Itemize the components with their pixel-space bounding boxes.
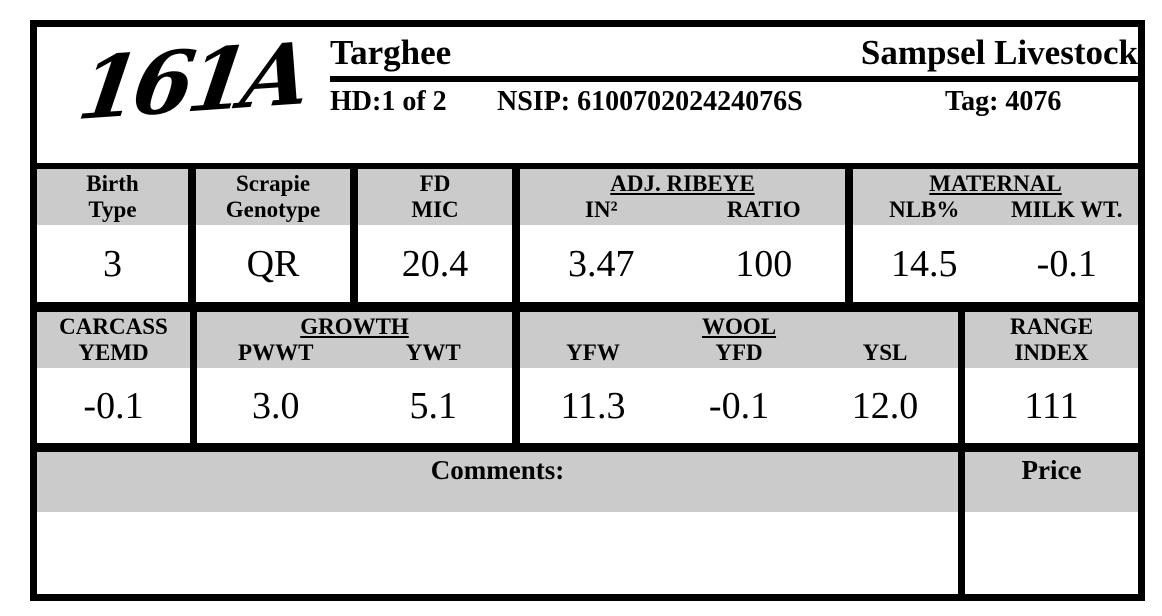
cell-wool: WOOL YFW YFD YSL 11.3 -0.1 12.0 xyxy=(520,312,958,443)
header-right: Targhee Sampsel Livestock HD:1 of 2 NSIP… xyxy=(330,27,1138,128)
wool-ysl-label: YSL xyxy=(862,340,908,365)
animal-id-logo: 161A xyxy=(72,23,312,140)
breed-name: Targhee xyxy=(330,33,452,72)
cell-adj-ribeye: ADJ. RIBEYE IN² RATIO 3.47 100 xyxy=(520,169,845,302)
fd-mic-header: FD MIC xyxy=(358,169,512,225)
cell-price: Price xyxy=(965,452,1138,594)
growth-ywt-label: YWT xyxy=(405,340,461,365)
carcass-label-line1: CARCASS xyxy=(59,314,168,339)
growth-ywt-value: 5.1 xyxy=(409,384,458,427)
range-index-header: RANGE INDEX xyxy=(965,312,1138,368)
range-index-label-line2: INDEX xyxy=(1014,340,1089,365)
header-info-row: HD:1 of 2 NSIP: 610070202424076S Tag: 40… xyxy=(330,86,1138,128)
carcass-yemd-header: CARCASS YEMD xyxy=(37,312,190,368)
adj-ribeye-in2-value: 3.47 xyxy=(568,242,635,285)
carcass-yemd-value: -0.1 xyxy=(83,384,144,427)
birth-type-label-line2: Type xyxy=(88,197,137,222)
maternal-values: 14.5 -0.1 xyxy=(853,225,1138,302)
wool-ysl-value: 12.0 xyxy=(851,384,919,427)
wool-sublabels: YFW YFD YSL xyxy=(520,340,958,366)
cell-birth-type: Birth Type 3 xyxy=(37,169,188,302)
wool-values: 11.3 -0.1 12.0 xyxy=(520,368,958,443)
adj-ribeye-ratio-value: 100 xyxy=(735,242,793,285)
growth-header: GROWTH PWWT YWT xyxy=(197,312,512,368)
cell-range-index: RANGE INDEX 111 xyxy=(965,312,1138,443)
adj-ribeye-in2-label: IN² xyxy=(585,197,618,222)
head-count: HD:1 of 2 xyxy=(330,86,447,118)
wool-header: WOOL YFW YFD YSL xyxy=(520,312,958,368)
price-header: Price xyxy=(965,452,1138,512)
header-divider xyxy=(330,76,1138,83)
comments-header: Comments: xyxy=(37,452,958,512)
wool-group-label: WOOL xyxy=(701,314,777,339)
epd-row-2: CARCASS YEMD -0.1 GROWTH PWWT YWT 3.0 5. xyxy=(37,312,1138,443)
cell-fd-mic: FD MIC 20.4 xyxy=(358,169,512,302)
cell-comments: Comments: xyxy=(37,452,958,594)
fd-mic-label-line1: FD xyxy=(419,171,451,196)
epd-table: Birth Type 3 Scrapie Genotype QR FD MIC … xyxy=(37,163,1138,594)
wool-yfd-label: YFD xyxy=(715,340,763,365)
wool-yfd-value: -0.1 xyxy=(708,384,770,427)
carcass-label-line2: YEMD xyxy=(78,340,149,365)
growth-values: 3.0 5.1 xyxy=(197,368,512,443)
adj-ribeye-group-label: ADJ. RIBEYE xyxy=(610,171,755,196)
comments-area xyxy=(37,512,958,594)
wool-yfw-label: YFW xyxy=(566,340,620,365)
epd-row-1: Birth Type 3 Scrapie Genotype QR FD MIC … xyxy=(37,169,1138,302)
scrapie-label-line1: Scrapie xyxy=(235,171,311,196)
price-area xyxy=(965,512,1138,594)
card-header: 161A Targhee Sampsel Livestock HD:1 of 2… xyxy=(37,23,1138,163)
tag-number: Tag: 4076 xyxy=(945,86,1062,118)
comments-label: Comments: xyxy=(430,455,565,485)
growth-sublabels: PWWT YWT xyxy=(197,340,512,366)
birth-type-label-line1: Birth xyxy=(86,171,139,196)
maternal-nlb-label: NLB% xyxy=(889,197,960,222)
cell-carcass-yemd: CARCASS YEMD -0.1 xyxy=(37,312,190,443)
scrapie-genotype-value: QR xyxy=(246,242,300,285)
maternal-header: MATERNAL NLB% MILK WT. xyxy=(853,169,1138,225)
adj-ribeye-values: 3.47 100 xyxy=(520,225,845,302)
cell-growth: GROWTH PWWT YWT 3.0 5.1 xyxy=(197,312,512,443)
growth-pwwt-label: PWWT xyxy=(238,340,314,365)
nsip-number: NSIP: 610070202424076S xyxy=(497,86,803,118)
range-index-value: 111 xyxy=(1024,384,1079,427)
growth-pwwt-value: 3.0 xyxy=(252,384,300,427)
birth-type-header: Birth Type xyxy=(37,169,188,225)
livestock-sale-card: 161A Targhee Sampsel Livestock HD:1 of 2… xyxy=(30,20,1145,601)
adj-ribeye-header: ADJ. RIBEYE IN² RATIO xyxy=(520,169,845,225)
growth-group-label: GROWTH xyxy=(300,314,409,339)
birth-type-value: 3 xyxy=(103,242,122,285)
adj-ribeye-ratio-label: RATIO xyxy=(726,197,801,222)
header-top-row: Targhee Sampsel Livestock xyxy=(330,27,1138,73)
maternal-group-label: MATERNAL xyxy=(929,171,1062,196)
fd-mic-label-line2: MIC xyxy=(411,197,459,222)
cell-maternal: MATERNAL NLB% MILK WT. 14.5 -0.1 xyxy=(853,169,1138,302)
wool-yfw-value: 11.3 xyxy=(560,384,626,427)
fd-mic-value: 20.4 xyxy=(401,242,469,285)
range-index-label-line1: RANGE xyxy=(1009,314,1094,339)
scrapie-genotype-header: Scrapie Genotype xyxy=(196,169,350,225)
adj-ribeye-sublabels: IN² RATIO xyxy=(520,197,845,223)
scrapie-label-line2: Genotype xyxy=(225,197,321,222)
cell-scrapie-genotype: Scrapie Genotype QR xyxy=(196,169,350,302)
maternal-milkwt-value: -0.1 xyxy=(1036,242,1097,285)
maternal-milkwt-label: MILK WT. xyxy=(1010,197,1123,222)
price-label: Price xyxy=(1021,455,1082,485)
maternal-sublabels: NLB% MILK WT. xyxy=(853,197,1138,223)
ranch-name: Sampsel Livestock xyxy=(860,33,1138,72)
maternal-nlb-value: 14.5 xyxy=(891,242,958,285)
footer-row: Comments: Price xyxy=(37,452,1138,594)
